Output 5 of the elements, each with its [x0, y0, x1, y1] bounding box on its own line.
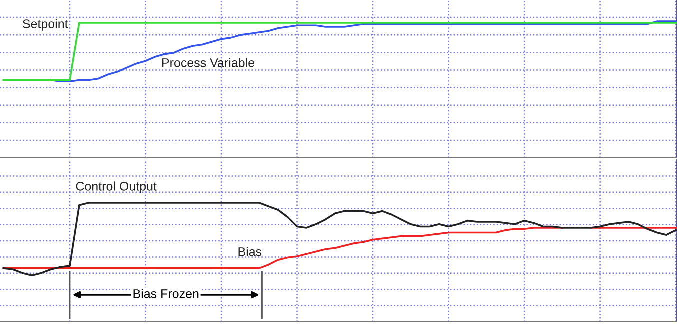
- series-label: Control Output: [76, 182, 157, 194]
- series-label: Process Variable: [162, 58, 254, 68]
- series-label: Bias: [238, 247, 262, 256]
- series-label: Setpoint: [22, 19, 68, 31]
- annotation: Bias Frozen: [134, 289, 199, 298]
